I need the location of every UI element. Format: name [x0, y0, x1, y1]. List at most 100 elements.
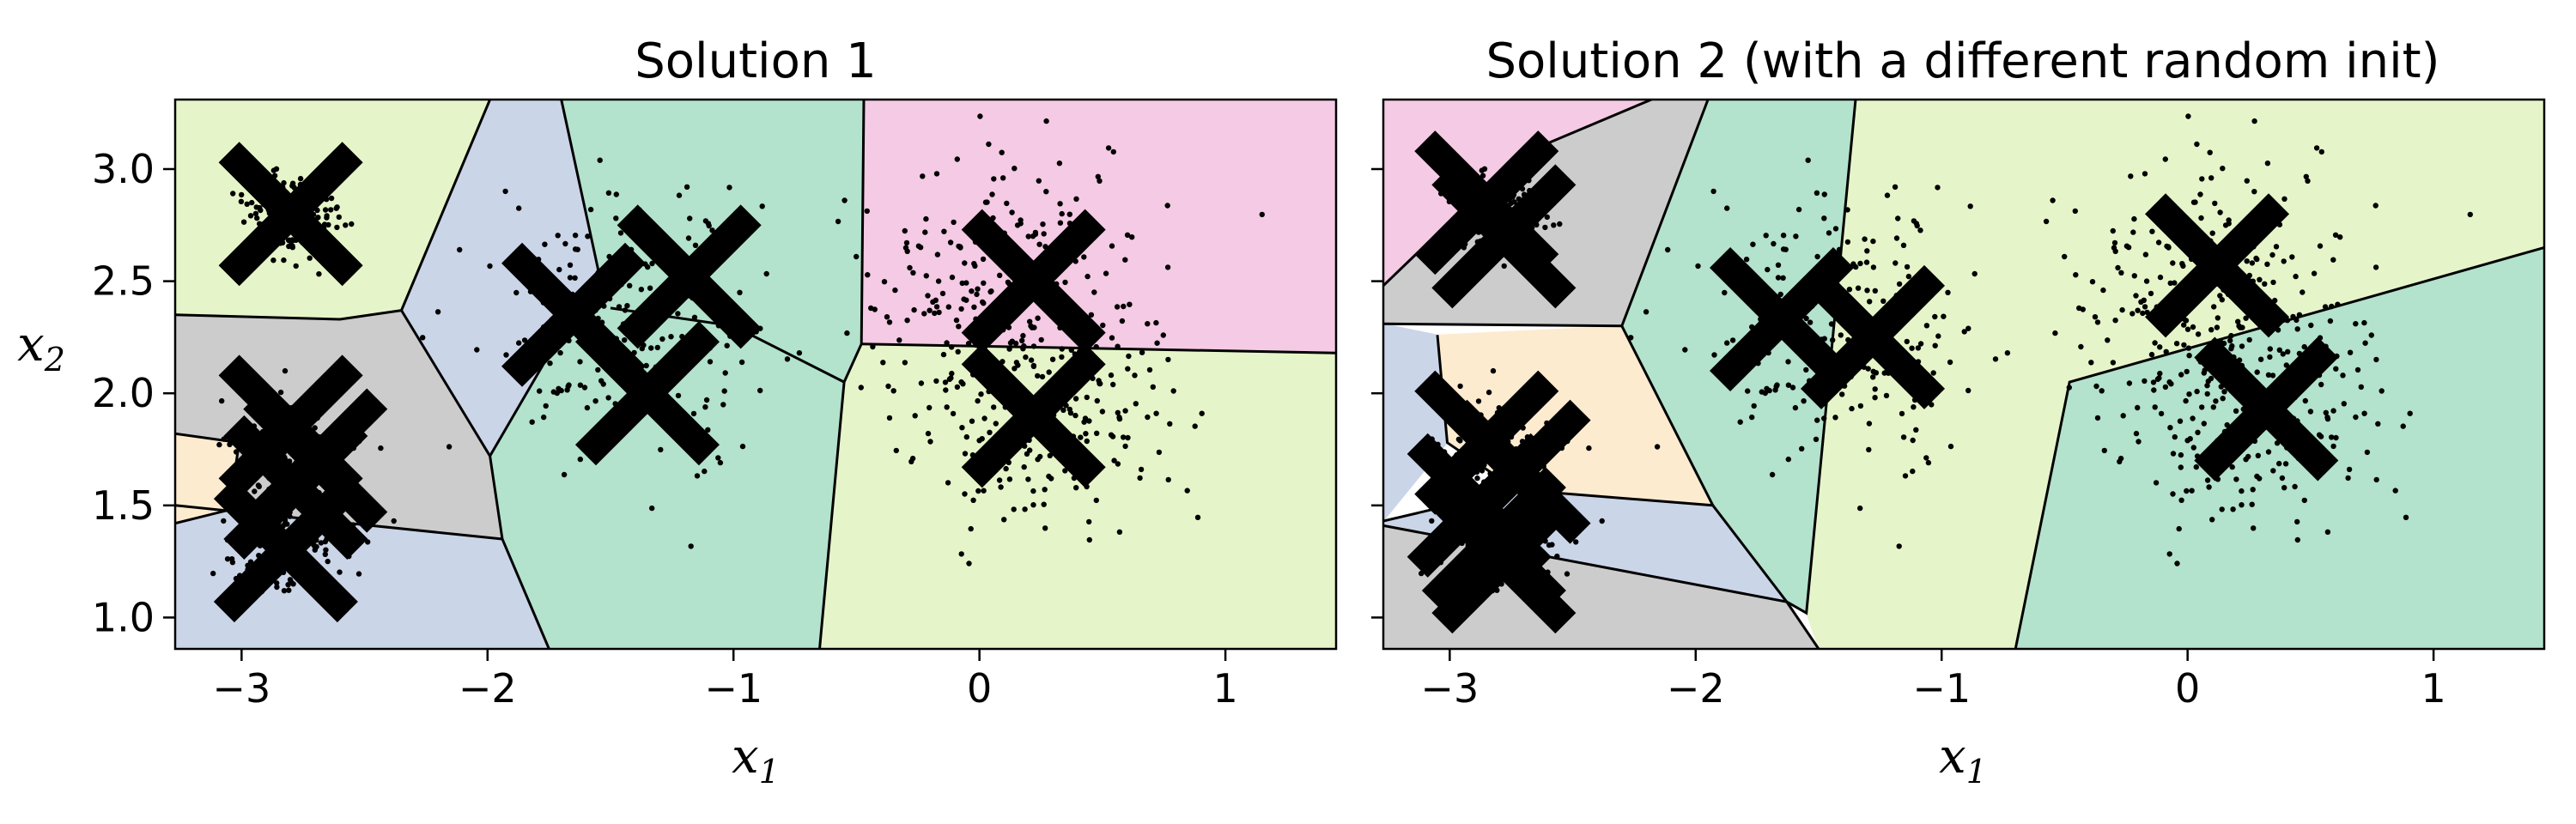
y-tick-label: 1.5 [92, 482, 155, 529]
data-point [577, 359, 583, 365]
data-point [918, 380, 925, 386]
data-point [944, 404, 950, 410]
data-point [675, 311, 681, 317]
data-point [355, 571, 362, 577]
data-point [2194, 141, 2200, 148]
data-point [1146, 367, 1153, 373]
data-point [1508, 200, 1514, 207]
data-point [1164, 264, 1171, 270]
data-point [1900, 434, 1907, 440]
data-point [487, 263, 493, 270]
data-point [1164, 203, 1170, 209]
data-point [997, 272, 1003, 278]
data-point [2167, 425, 2173, 431]
data-point [2118, 270, 2124, 276]
data-point [969, 288, 975, 294]
data-point [1932, 313, 1938, 320]
centroid-marker [617, 204, 762, 349]
data-point [1012, 340, 1019, 347]
data-point [927, 404, 933, 411]
data-point [2308, 322, 2314, 329]
data-point [2209, 230, 2215, 236]
data-point [343, 222, 349, 228]
data-point [1057, 220, 1064, 226]
data-point [960, 381, 966, 387]
data-point [1780, 275, 1786, 281]
data-point [649, 260, 655, 267]
data-point [1100, 322, 1106, 329]
data-point [2237, 324, 2244, 330]
data-point [1542, 224, 1548, 231]
data-point [880, 360, 886, 366]
data-point [1059, 354, 1065, 360]
data-point [2178, 451, 2184, 458]
data-point [841, 197, 848, 203]
y-axis-label-subscript: 2 [44, 341, 65, 379]
data-point [2197, 191, 2203, 197]
data-point [2354, 367, 2361, 373]
data-point [903, 239, 910, 246]
data-point [2307, 409, 2314, 415]
data-point [1771, 240, 1777, 247]
data-point [274, 584, 280, 591]
data-point [1923, 323, 1930, 329]
data-point [835, 218, 841, 225]
data-point [980, 256, 987, 263]
data-point [1544, 214, 1551, 221]
data-point [1084, 438, 1091, 445]
data-point [954, 384, 961, 391]
data-point [1043, 189, 1049, 195]
data-point [605, 190, 612, 196]
data-point [902, 227, 908, 234]
data-point [1737, 419, 1743, 425]
data-point [2300, 289, 2306, 295]
data-point [1763, 233, 1769, 239]
data-point [1945, 289, 1951, 295]
data-point [316, 271, 322, 277]
data-point [1086, 536, 1093, 543]
data-point [1046, 369, 1052, 375]
data-point [2155, 239, 2162, 245]
centroid-stroke [213, 478, 358, 623]
data-point [513, 289, 519, 296]
data-point [1081, 419, 1087, 425]
centroid-marker [213, 478, 358, 623]
data-point [581, 385, 588, 391]
axes-frame [1382, 98, 2546, 651]
centroid-marker [961, 343, 1106, 488]
data-point [974, 291, 980, 298]
data-point [2213, 398, 2219, 404]
data-point [2311, 270, 2318, 276]
data-point [2345, 475, 2351, 482]
data-point [622, 337, 628, 343]
data-point [2093, 383, 2099, 390]
data-point [2373, 356, 2379, 363]
data-point [1893, 235, 1900, 241]
data-point [624, 303, 630, 309]
data-point [1910, 437, 1916, 444]
data-point [1893, 260, 1899, 266]
data-point [1170, 388, 1176, 394]
data-point [1036, 178, 1042, 184]
data-point [941, 228, 947, 234]
data-point [844, 330, 850, 336]
data-point [902, 245, 909, 251]
data-point [2324, 415, 2330, 421]
centroids [213, 142, 1106, 623]
data-point [1021, 464, 1027, 470]
data-point [2230, 506, 2236, 512]
x-tick-label: 1 [1212, 665, 1237, 712]
x-tick-label: −2 [459, 665, 517, 712]
data-point [1892, 184, 1899, 190]
data-point [562, 240, 568, 247]
x-tick-label: −1 [704, 665, 762, 712]
data-point [975, 397, 981, 404]
centroid-marker [1431, 489, 1577, 634]
data-point [962, 260, 968, 266]
data-point [325, 221, 331, 228]
data-point [933, 171, 940, 177]
data-point [1078, 434, 1084, 440]
data-point [1844, 239, 1851, 245]
data-point [911, 306, 917, 313]
data-point [930, 299, 936, 305]
